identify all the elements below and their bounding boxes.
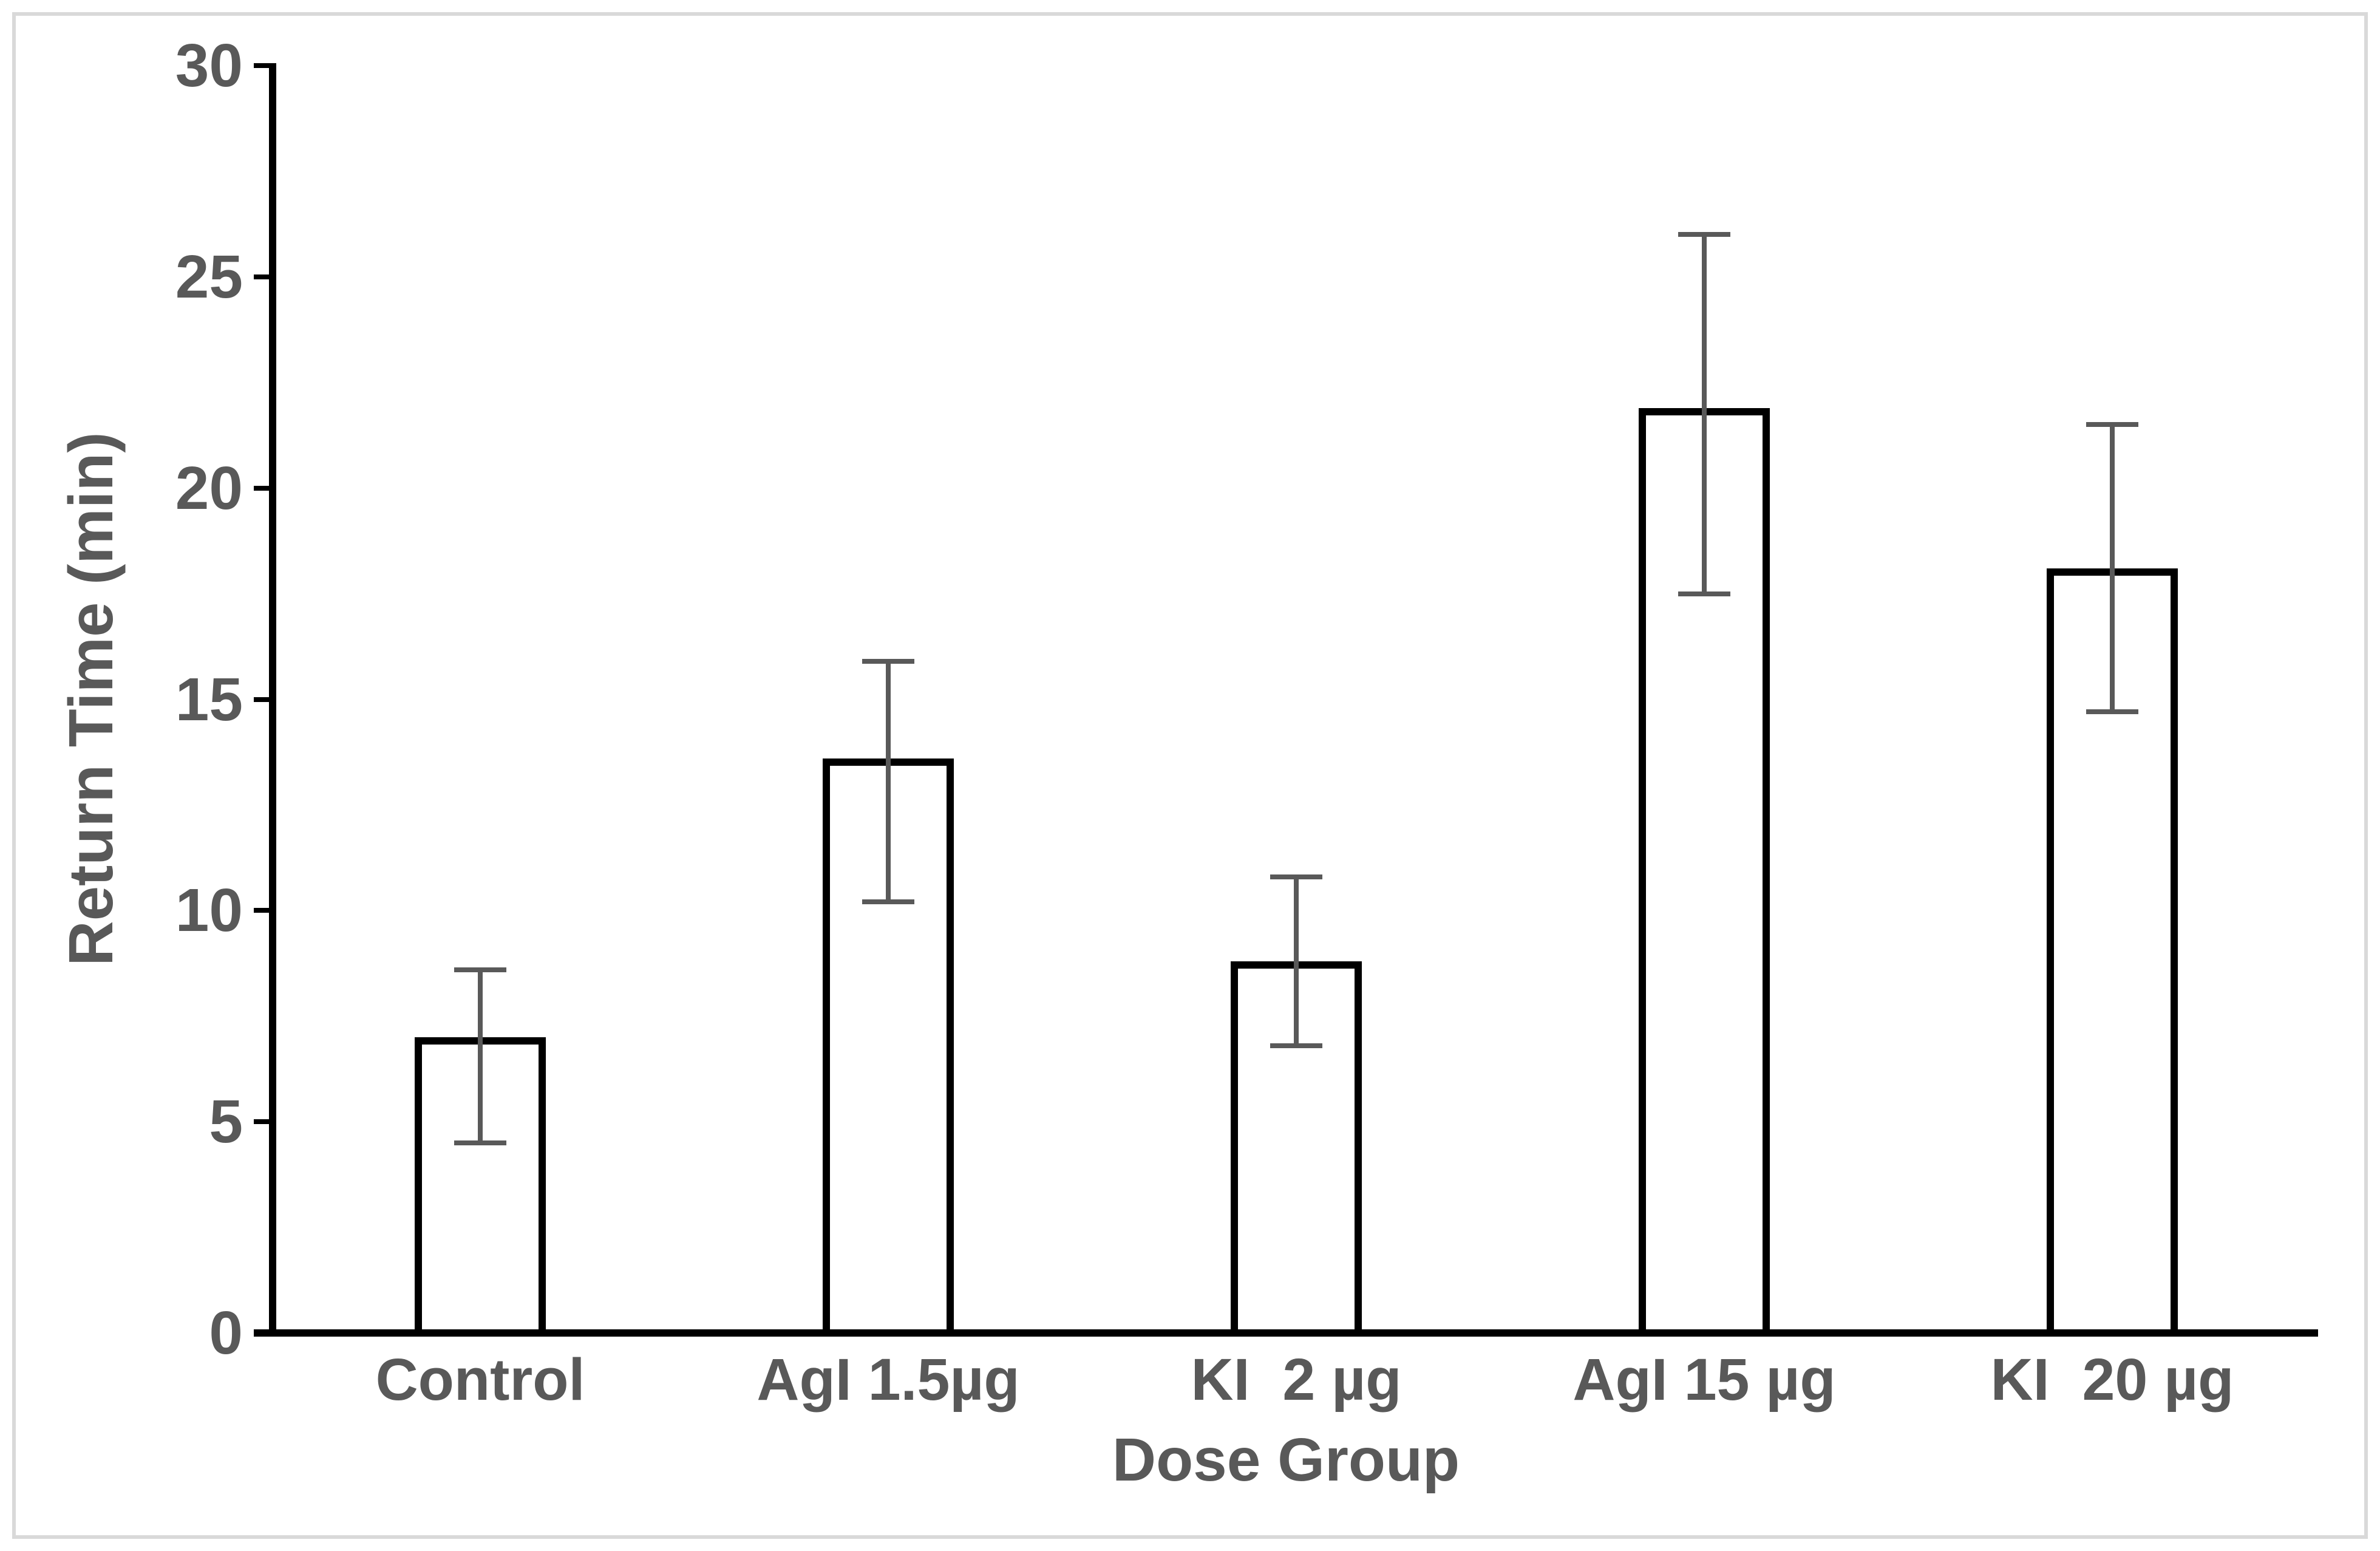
y-tick-mark	[254, 63, 273, 69]
y-tick-mark	[254, 908, 273, 913]
y-tick-label: 15	[175, 665, 243, 734]
error-bar-top-cap	[1678, 232, 1730, 237]
y-tick-label: 25	[175, 242, 243, 311]
x-axis-line	[254, 1329, 2318, 1337]
error-bar-stem	[886, 661, 891, 902]
error-bar-top-cap	[862, 658, 914, 664]
x-category-label: AgI 1.5µg	[756, 1346, 1020, 1413]
y-tick-label: 20	[175, 454, 243, 522]
error-bar-bottom-cap	[1678, 591, 1730, 596]
error-bar-stem	[1702, 234, 1707, 594]
y-axis-line	[269, 63, 276, 1337]
bar-1	[415, 1037, 546, 1337]
y-tick-label: 5	[209, 1088, 243, 1156]
error-bar-bottom-cap	[862, 899, 914, 905]
x-category-label: AgI 15 µg	[1572, 1346, 1836, 1413]
error-bar-top-cap	[2086, 422, 2138, 428]
error-bar-stem	[2110, 424, 2115, 712]
error-bar-bottom-cap	[1270, 1043, 1322, 1048]
figure-frame	[12, 12, 2368, 1539]
error-bar-stem	[478, 969, 483, 1143]
x-category-label: KI 20 µg	[1990, 1346, 2234, 1413]
y-tick-mark	[254, 697, 273, 702]
y-tick-label: 0	[209, 1299, 243, 1367]
y-axis-title: Return Time (min)	[56, 432, 126, 966]
x-category-label: Control	[375, 1346, 585, 1413]
error-bar-top-cap	[454, 967, 506, 972]
error-bar-stem	[1294, 876, 1299, 1046]
y-tick-mark	[254, 1119, 273, 1125]
y-tick-label: 30	[175, 32, 243, 100]
x-category-label: KI 2 µg	[1191, 1346, 1402, 1413]
error-bar-bottom-cap	[454, 1140, 506, 1145]
x-axis-title: Dose Group	[1112, 1426, 1460, 1494]
y-tick-mark	[254, 274, 273, 279]
y-tick-mark	[254, 485, 273, 491]
error-bar-top-cap	[1270, 874, 1322, 879]
error-bar-bottom-cap	[2086, 709, 2138, 715]
y-tick-label: 10	[175, 876, 243, 945]
